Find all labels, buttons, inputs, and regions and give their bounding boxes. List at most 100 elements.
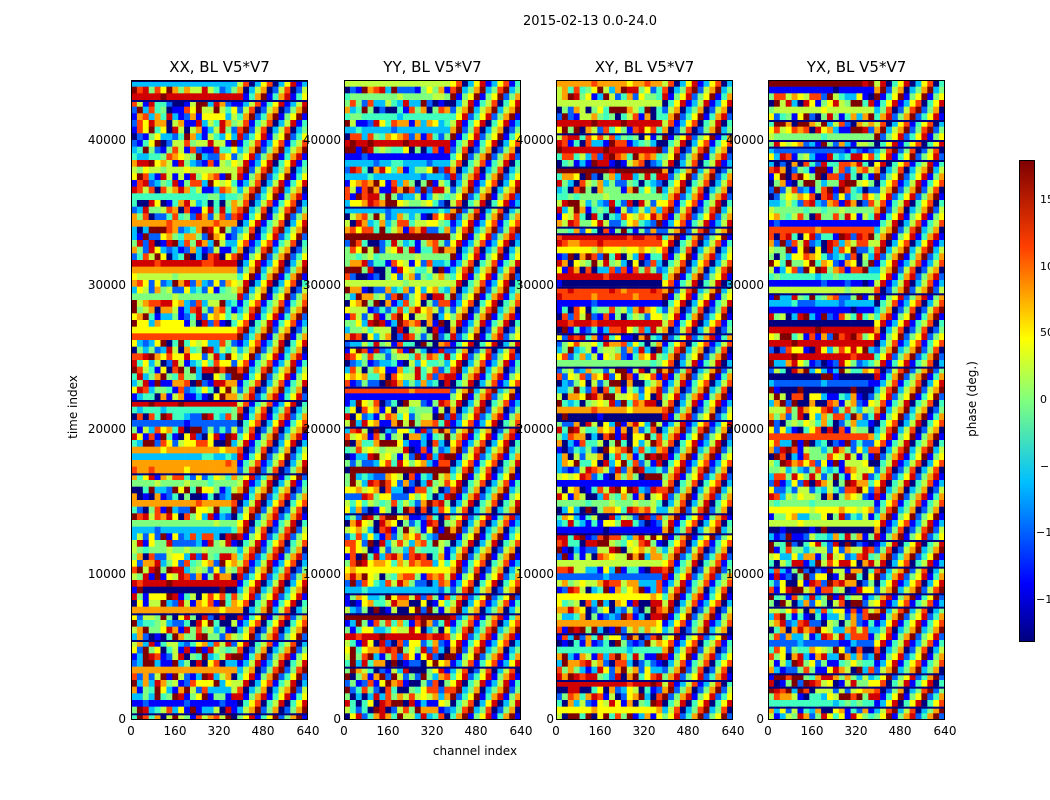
heatmap-cell [131, 553, 138, 561]
heatmap-cell [272, 106, 279, 114]
heatmap-cell [190, 553, 197, 561]
heatmap-cell [136, 633, 144, 641]
heatmap-cell [249, 246, 256, 254]
heatmap-cell [201, 166, 208, 174]
heatmap-cell [302, 240, 308, 247]
heatmap-cell [237, 686, 244, 694]
heatmap-cell [172, 586, 179, 594]
heatmap-cell [213, 680, 220, 687]
heatmap-cell [485, 486, 492, 494]
heatmap-cell [154, 273, 161, 281]
heatmap-cell [397, 400, 404, 407]
heatmap-cell [509, 106, 516, 114]
heatmap-cell [284, 246, 291, 254]
heatmap-cell [344, 526, 351, 534]
heatmap-cell [515, 133, 521, 141]
heatmap-cell [201, 500, 208, 507]
heatmap-cell [302, 573, 308, 581]
heatmap-cell [485, 260, 492, 267]
heatmap-cell [367, 126, 374, 134]
heatmap-cell [290, 560, 297, 567]
heatmap-cell [467, 100, 475, 107]
heatmap-cell [414, 353, 421, 361]
heatmap-cell [479, 473, 486, 481]
heatmap-cell [142, 313, 149, 321]
heatmap-cell [195, 93, 203, 101]
heatmap-cell [237, 166, 244, 174]
heatmap-cell [166, 320, 173, 327]
heatmap-cell [201, 153, 208, 161]
heatmap-cell [426, 246, 433, 254]
heatmap-cell [414, 460, 421, 467]
heatmap-cell [154, 513, 161, 521]
heatmap-cell [491, 406, 498, 414]
heatmap-cell [249, 133, 256, 141]
heatmap-cell [160, 380, 167, 387]
heatmap-cell [296, 713, 303, 720]
heatmap-cell [503, 220, 510, 227]
heatmap-cell [296, 606, 303, 614]
heatmap-cell [408, 520, 416, 527]
heatmap-cell [154, 326, 161, 334]
heatmap-cell [184, 93, 191, 101]
heatmap-cell [403, 153, 410, 161]
heatmap-cell [515, 246, 521, 254]
heatmap-cell [219, 466, 226, 474]
heatmap-cell [290, 500, 297, 507]
heatmap-cell [349, 500, 357, 507]
heatmap-cell [249, 286, 256, 294]
heatmap-cell [184, 693, 191, 701]
heatmap-cell [231, 426, 238, 434]
heatmap-cell [497, 313, 504, 321]
heatmap-cell [467, 333, 475, 341]
heatmap-cell [154, 486, 161, 494]
heatmap-cell [391, 206, 398, 214]
heatmap-cell [379, 533, 386, 541]
heatmap-cell [515, 226, 521, 234]
heatmap-cell [225, 460, 232, 467]
heatmap-cell [373, 500, 380, 507]
heatmap-cell [148, 353, 155, 361]
heatmap-cell [160, 566, 167, 574]
heatmap-cell [178, 426, 185, 434]
heatmap-cell [207, 173, 214, 181]
heatmap-cell [237, 533, 244, 541]
heatmap-cell [178, 546, 185, 554]
heatmap-cell [225, 233, 232, 241]
heatmap-cell [491, 340, 498, 347]
heatmap-cell [509, 393, 516, 401]
heatmap-cell [213, 540, 220, 547]
heatmap-cell [178, 206, 185, 214]
heatmap-cell [414, 226, 421, 234]
heatmap-cell [344, 360, 351, 367]
heatmap-cell [355, 120, 362, 127]
heatmap-cell [485, 453, 492, 461]
heatmap-cell [213, 493, 220, 501]
heatmap-cell [231, 593, 238, 601]
heatmap-cell [290, 233, 297, 241]
heatmap-cell [302, 373, 308, 381]
heatmap-cell [190, 80, 197, 87]
heatmap-cell [136, 146, 144, 154]
heatmap-cell [344, 413, 351, 421]
heatmap-cell [237, 566, 244, 574]
heatmap-cell [367, 326, 374, 334]
heatmap-cell [136, 206, 144, 214]
heatmap-cell [462, 500, 469, 507]
heatmap-cell [344, 513, 351, 521]
heatmap-cell [397, 240, 404, 247]
heatmap-cell [260, 386, 267, 394]
heatmap-cell [290, 660, 297, 667]
heatmap-cell [172, 213, 179, 221]
heatmap-cell [408, 280, 416, 287]
heatmap-cell [225, 586, 232, 594]
heatmap-cell [154, 633, 161, 641]
heatmap-cell [420, 313, 427, 321]
heatmap-cell [344, 306, 351, 314]
heatmap-cell [207, 446, 214, 454]
heatmap-cell [172, 606, 179, 614]
heatmap-cell [219, 480, 226, 487]
heatmap-cell [290, 673, 297, 681]
heatmap-cell [420, 380, 427, 387]
panel-title-yx: YX, BL V5*V7 [806, 58, 907, 76]
